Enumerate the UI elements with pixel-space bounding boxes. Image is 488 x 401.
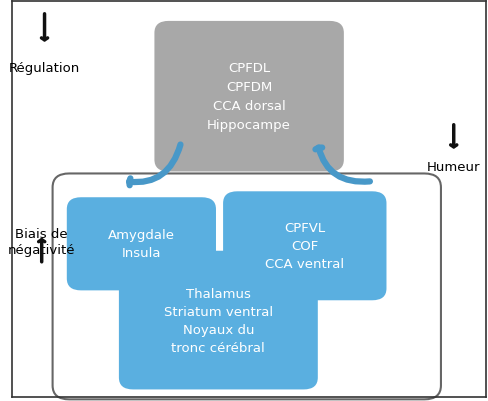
Text: Amygdale
Insula: Amygdale Insula <box>108 229 175 260</box>
Text: Biais de
négativité: Biais de négativité <box>8 227 75 256</box>
Text: Humeur: Humeur <box>426 160 480 173</box>
FancyBboxPatch shape <box>223 192 386 300</box>
Text: CPFVL
COF
CCA ventral: CPFVL COF CCA ventral <box>264 222 344 271</box>
FancyBboxPatch shape <box>154 22 343 172</box>
FancyBboxPatch shape <box>67 198 216 291</box>
Text: Régulation: Régulation <box>9 61 80 74</box>
FancyBboxPatch shape <box>53 174 440 399</box>
Text: CPFDL
CPFDM
CCA dorsal
Hippocampe: CPFDL CPFDM CCA dorsal Hippocampe <box>207 62 290 132</box>
Text: Thalamus
Striatum ventral
Noyaux du
tronc cérébral: Thalamus Striatum ventral Noyaux du tron… <box>163 287 272 354</box>
FancyBboxPatch shape <box>119 251 317 389</box>
